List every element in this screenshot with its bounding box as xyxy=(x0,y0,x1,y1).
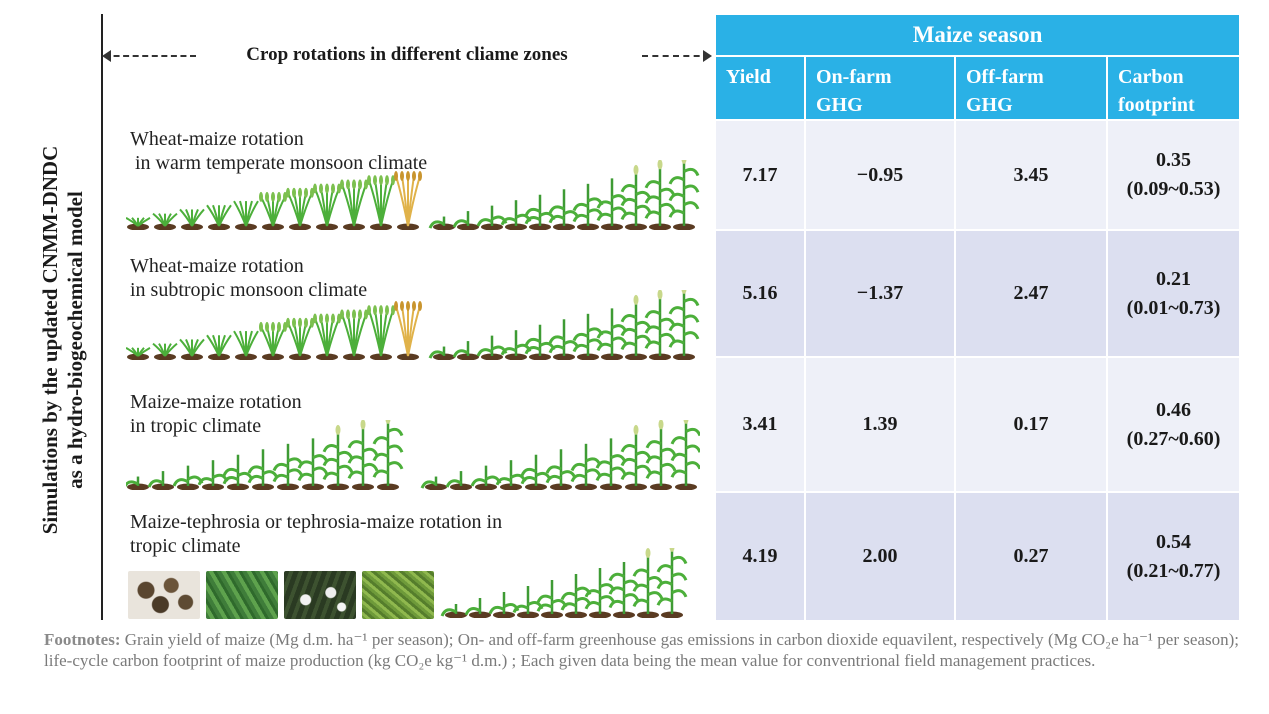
plant-strip-4 xyxy=(126,548,700,618)
col-carbon-footprint: Carbon footprint xyxy=(1105,56,1240,120)
cell-off-farm: 0.27 xyxy=(954,491,1107,620)
footnote: Footnotes: Grain yield of maize (Mg d.m.… xyxy=(44,629,1239,671)
cell-footprint: 0.46 (0.27~0.60) xyxy=(1105,356,1240,492)
cell-yield: 7.17 xyxy=(716,119,805,230)
rotation-label-3-line2: in tropic climate xyxy=(130,415,262,437)
cell-footprint: 0.21 (0.01~0.73) xyxy=(1105,229,1240,357)
footnote-label: Footnotes: xyxy=(44,630,121,649)
cell-off-farm: 2.47 xyxy=(954,229,1107,357)
arrow-left-icon xyxy=(102,50,196,62)
cell-yield: 4.19 xyxy=(716,491,805,620)
flowers-photo xyxy=(284,571,356,619)
season-header: Maize season xyxy=(716,15,1240,57)
plant-strip-2 xyxy=(126,290,700,360)
col-off-farm-ghg: Off-farm GHG xyxy=(954,56,1107,120)
cell-on-farm: 2.00 xyxy=(804,491,955,620)
rotation-label-4-line2: tropic climate xyxy=(130,535,241,557)
cell-off-farm: 0.17 xyxy=(954,356,1107,492)
zones-header-text: Crop rotations in different cliame zones xyxy=(246,44,568,65)
table-row: 7.17 −0.95 3.45 0.35 (0.09~0.53) xyxy=(716,119,1240,230)
rotation-label-3-line1: Maize-maize rotation xyxy=(130,391,302,413)
seeds-photo xyxy=(128,571,200,619)
zones-header: Crop rotations in different cliame zones xyxy=(102,44,712,72)
fern-photo xyxy=(362,571,434,619)
rotation-label-1-line2: in warm temperate monsoon climate xyxy=(130,152,428,174)
rotation-label-2-line1: Wheat-maize rotation xyxy=(130,255,304,277)
cell-yield: 3.41 xyxy=(716,356,805,492)
table-row: 3.41 1.39 0.17 0.46 (0.27~0.60) xyxy=(716,356,1240,492)
rotation-label-1: Wheat-maize rotation in warm temperate m… xyxy=(130,127,427,175)
col-on-farm-ghg: On-farm GHG xyxy=(804,56,955,120)
vertical-title-line1: Simulations by the updated CNMM-DNDC xyxy=(38,145,62,535)
divider-line xyxy=(101,14,103,620)
rotation-label-4-line1: Maize-tephrosia or tephrosia-maize rotat… xyxy=(130,511,503,533)
plant-strip-1 xyxy=(126,160,700,230)
table-row: 5.16 −1.37 2.47 0.21 (0.01~0.73) xyxy=(716,229,1240,357)
rotation-label-2: Wheat-maize rotation in subtropic monsoo… xyxy=(130,254,367,302)
rotation-label-1-line1: Wheat-maize rotation xyxy=(130,128,304,150)
cell-on-farm: −0.95 xyxy=(804,119,955,230)
cell-on-farm: −1.37 xyxy=(804,229,955,357)
table-row: 4.19 2.00 0.27 0.54 (0.21~0.77) xyxy=(716,491,1240,620)
maize-season-table: Maize season Yield On-farm GHG Off-farm GH… xyxy=(716,15,1240,620)
cell-off-farm: 3.45 xyxy=(954,119,1107,230)
vertical-title: Simulations by the updated CNMM-DNDC as … xyxy=(18,60,108,620)
cell-on-farm: 1.39 xyxy=(804,356,955,492)
cell-footprint: 0.35 (0.09~0.53) xyxy=(1105,119,1240,230)
footnote-text: Grain yield of maize (Mg d.m. ha⁻¹ per s… xyxy=(44,630,1239,670)
plant-strip-3 xyxy=(126,420,700,490)
tephrosia-photos xyxy=(128,571,440,619)
col-yield: Yield xyxy=(716,56,805,120)
cell-footprint: 0.54 (0.21~0.77) xyxy=(1105,491,1240,620)
rotation-label-3: Maize-maize rotation in tropic climate xyxy=(130,390,302,438)
vertical-title-line2: as a hydro-biogeochemical model xyxy=(63,191,87,489)
cell-yield: 5.16 xyxy=(716,229,805,357)
rotation-label-4: Maize-tephrosia or tephrosia-maize rotat… xyxy=(130,510,502,558)
rotation-label-2-line2: in subtropic monsoon climate xyxy=(130,279,368,301)
arrow-right-icon xyxy=(642,50,712,62)
leaves-photo xyxy=(206,571,278,619)
